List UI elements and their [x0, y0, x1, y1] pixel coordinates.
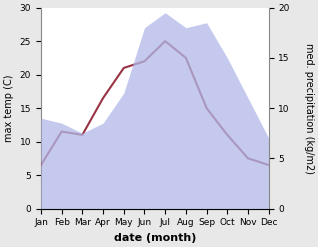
Y-axis label: med. precipitation (kg/m2): med. precipitation (kg/m2) [304, 43, 314, 174]
Y-axis label: max temp (C): max temp (C) [4, 74, 14, 142]
X-axis label: date (month): date (month) [114, 233, 196, 243]
